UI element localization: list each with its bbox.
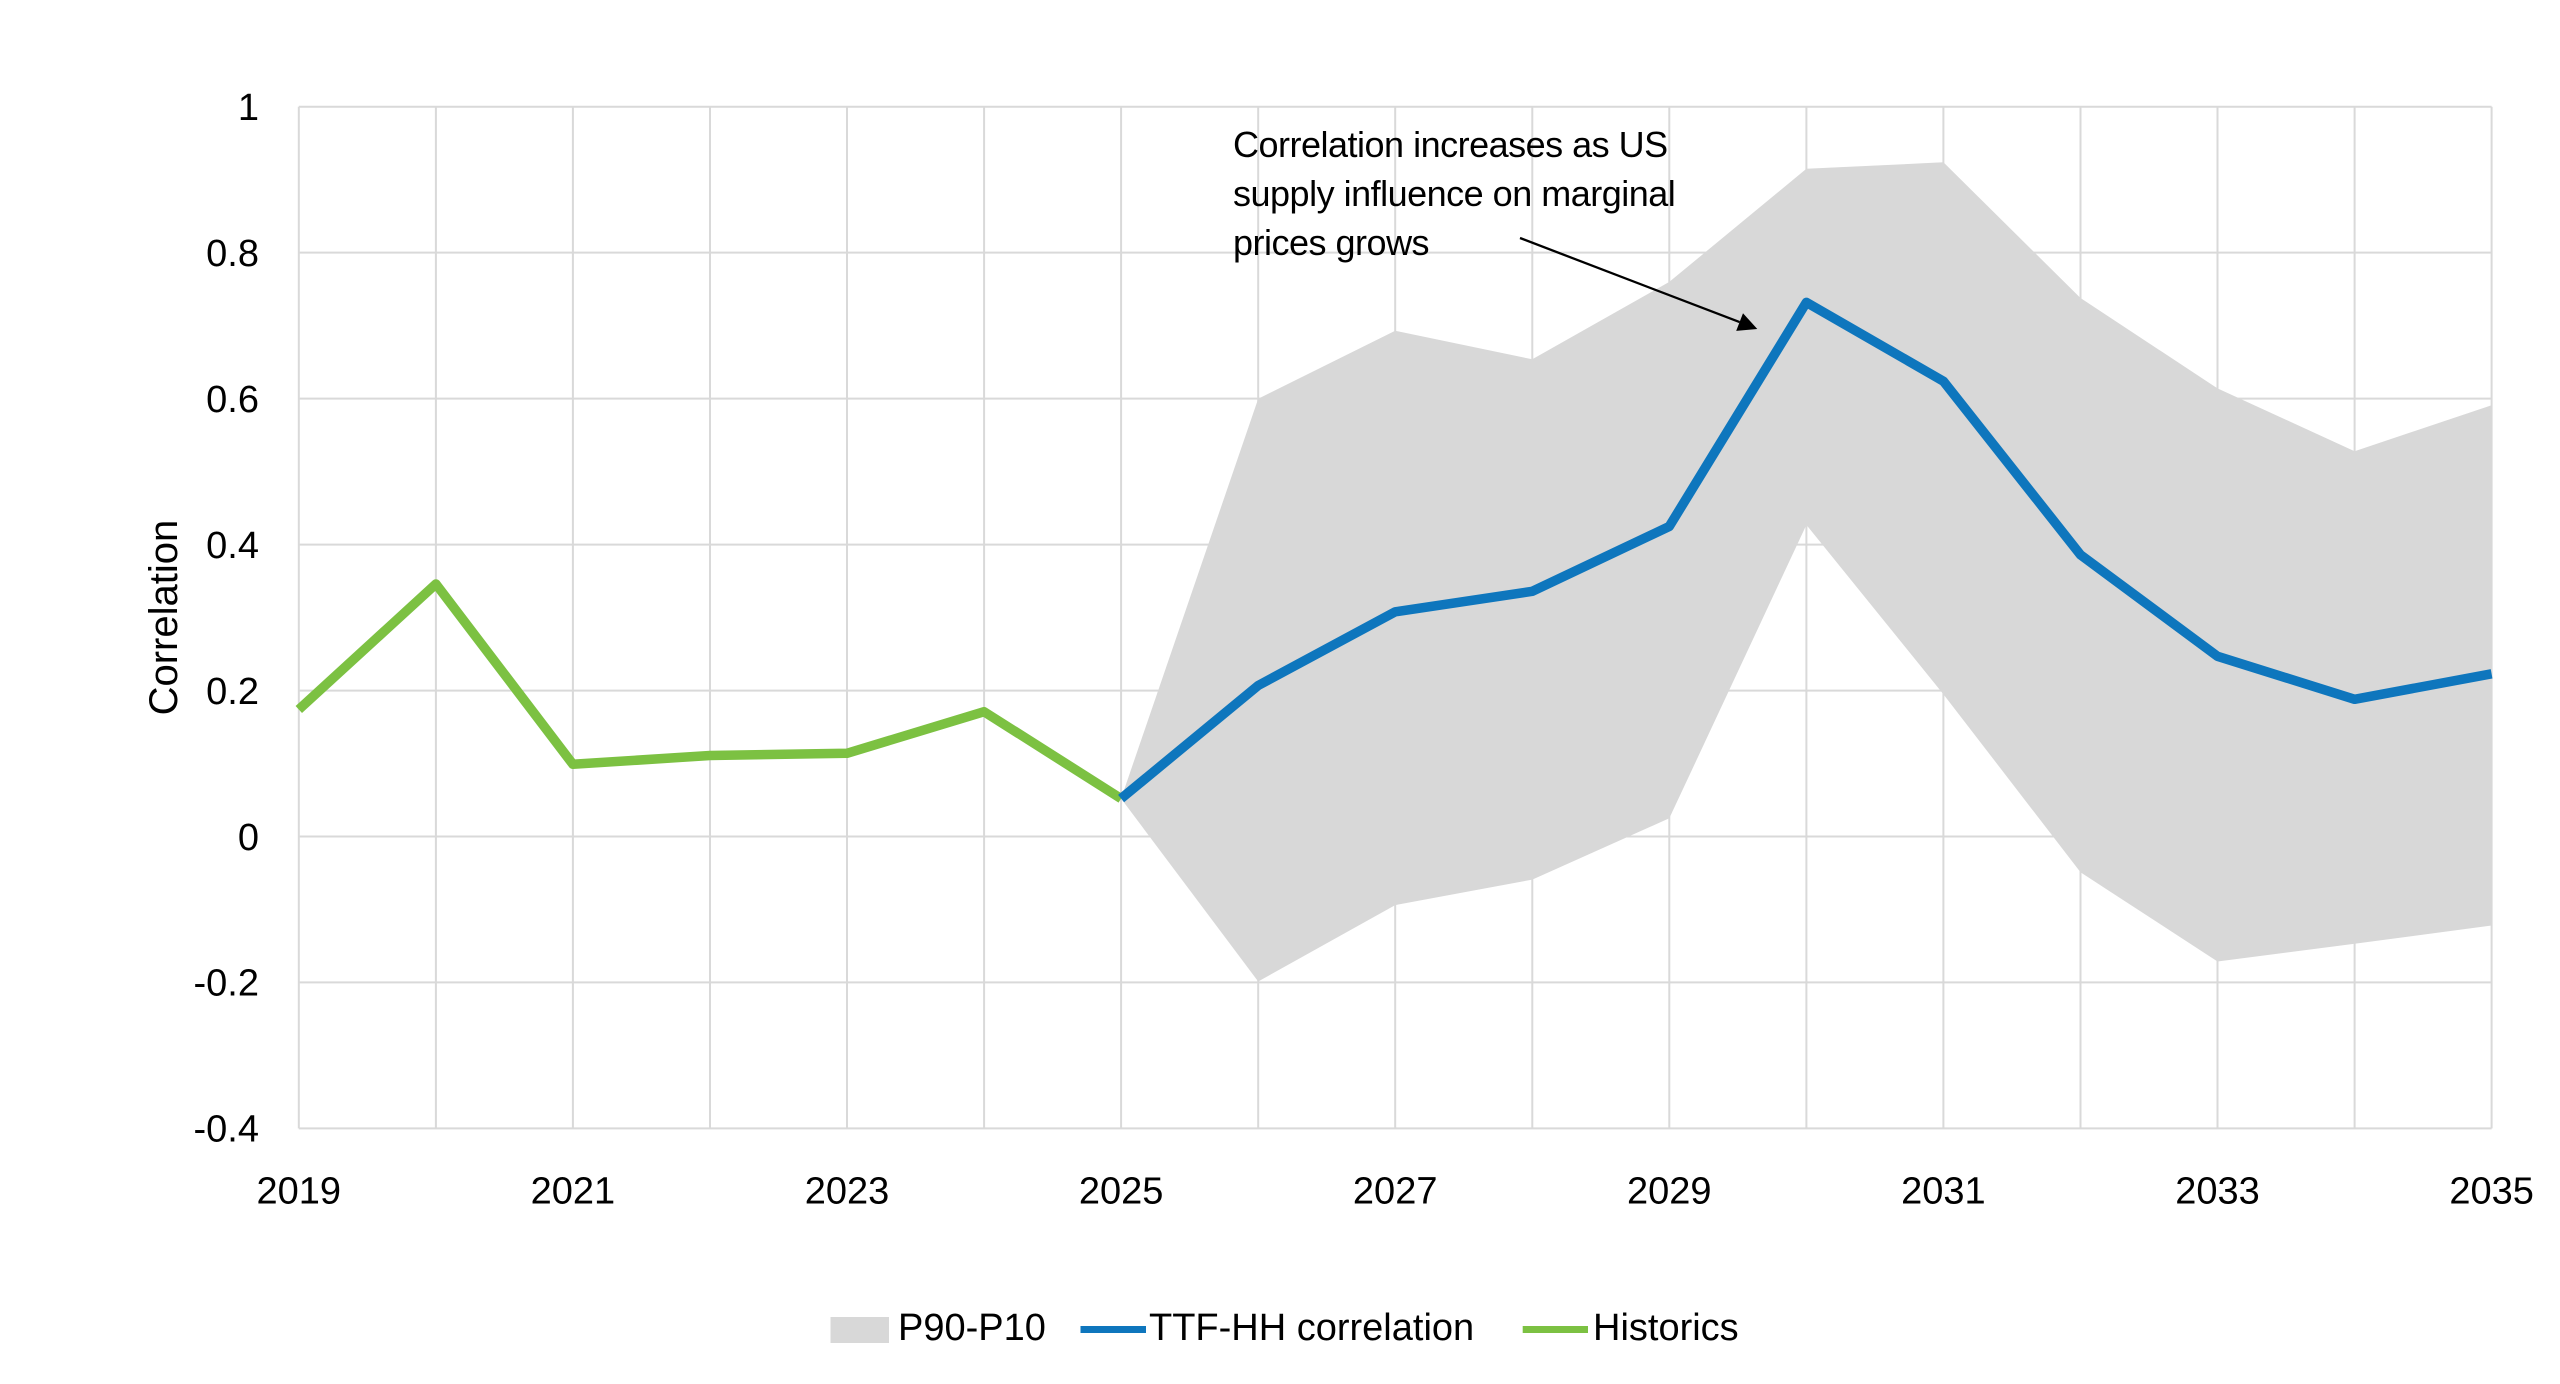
svg-text:2027: 2027 <box>1353 1171 1438 1213</box>
svg-text:0: 0 <box>238 817 259 859</box>
svg-text:supply influence on marginal: supply influence on marginal <box>1233 173 1675 214</box>
svg-text:-0.4: -0.4 <box>194 1109 259 1151</box>
svg-text:0.4: 0.4 <box>206 525 259 567</box>
svg-text:2025: 2025 <box>1079 1171 1164 1213</box>
svg-text:0.6: 0.6 <box>206 379 259 421</box>
svg-text:0.2: 0.2 <box>206 671 259 713</box>
svg-text:-0.2: -0.2 <box>194 963 259 1005</box>
svg-text:2035: 2035 <box>2449 1171 2534 1213</box>
svg-text:Correlation increases as US: Correlation increases as US <box>1233 124 1668 165</box>
svg-text:2029: 2029 <box>1627 1171 1712 1213</box>
svg-text:2019: 2019 <box>257 1171 342 1213</box>
svg-text:2033: 2033 <box>2175 1171 2260 1213</box>
svg-text:Correlation: Correlation <box>142 520 186 716</box>
svg-text:P90-P10: P90-P10 <box>898 1307 1046 1349</box>
svg-text:Historics: Historics <box>1593 1307 1739 1349</box>
svg-text:1: 1 <box>238 87 259 129</box>
svg-text:0.8: 0.8 <box>206 233 259 275</box>
svg-text:2023: 2023 <box>805 1171 890 1213</box>
svg-text:2021: 2021 <box>531 1171 616 1213</box>
svg-text:prices grows: prices grows <box>1233 222 1429 263</box>
svg-text:2031: 2031 <box>1901 1171 1986 1213</box>
svg-text:TTF-HH correlation: TTF-HH correlation <box>1149 1307 1474 1349</box>
